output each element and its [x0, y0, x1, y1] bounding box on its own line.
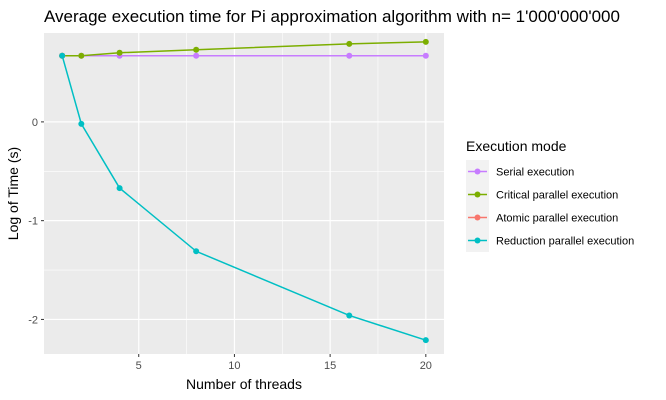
grid-minor: [44, 33, 444, 354]
legend-key-point-atomic-parallel-execution: [474, 214, 481, 221]
y-tick-label: -1: [28, 216, 38, 228]
y-axis-title: Log of Time (s): [5, 147, 21, 240]
legend-label-critical-parallel-execution: Critical parallel execution: [496, 190, 618, 202]
legend-title: Execution mode: [466, 138, 567, 154]
legend-items: Serial execution Critical parallel execut…: [466, 160, 634, 252]
x-axis-ticks: 5 10 15 20: [136, 354, 432, 372]
x-tick-label: 5: [136, 360, 142, 372]
grid-major: [44, 33, 444, 354]
data-point-critical-parallel-execution: [346, 40, 353, 47]
legend-label-reduction-parallel-execution: Reduction parallel execution: [496, 236, 634, 248]
series-line-reduction-parallel-execution: [61, 55, 427, 341]
data-point-critical-parallel-execution: [422, 38, 429, 45]
legend-label-atomic-parallel-execution: Atomic parallel execution: [496, 213, 618, 225]
data-point-serial-execution: [422, 52, 429, 59]
legend-key-point-reduction-parallel-execution: [474, 237, 481, 244]
x-tick-label: 20: [420, 360, 432, 372]
data-point-reduction-parallel-execution: [422, 337, 429, 344]
data-point-critical-parallel-execution: [116, 49, 123, 56]
series-points: [59, 38, 429, 344]
data-point-reduction-parallel-execution: [346, 312, 353, 319]
data-point-reduction-parallel-execution: [193, 248, 200, 255]
data-point-reduction-parallel-execution: [59, 52, 66, 59]
series-line-critical-parallel-execution: [62, 41, 426, 57]
legend-key-point-serial-execution: [474, 168, 481, 175]
y-axis-ticks: -2 -1 0: [28, 117, 44, 326]
legend-key-point-critical-parallel-execution: [474, 191, 481, 198]
x-tick-label: 15: [324, 360, 336, 372]
data-point-reduction-parallel-execution: [116, 185, 123, 192]
series-lines: [61, 41, 427, 341]
y-tick-label: -2: [28, 314, 38, 326]
data-point-reduction-parallel-execution: [78, 120, 85, 127]
legend-label-serial-execution: Serial execution: [496, 167, 574, 179]
legend: Execution mode Serial execution Critical …: [466, 138, 634, 252]
data-point-serial-execution: [346, 52, 353, 59]
x-axis-title: Number of threads: [186, 376, 302, 392]
data-point-critical-parallel-execution: [78, 52, 85, 59]
chart-title: Average execution time for Pi approximat…: [44, 7, 620, 26]
data-point-serial-execution: [193, 52, 200, 59]
x-tick-label: 10: [228, 360, 240, 372]
plot-panel: [44, 33, 444, 354]
y-tick-label: 0: [32, 117, 38, 129]
data-point-critical-parallel-execution: [193, 46, 200, 53]
